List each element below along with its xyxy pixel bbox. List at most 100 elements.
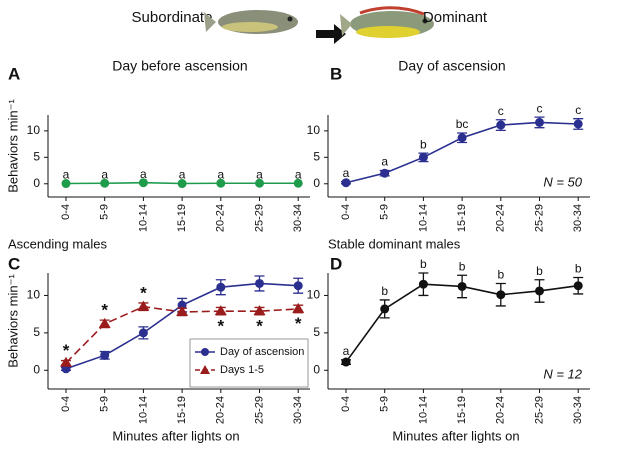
significance-letter: b [459, 259, 466, 273]
significance-letter: c [537, 101, 543, 115]
data-point [176, 305, 189, 316]
data-point [216, 282, 226, 292]
legend-box [189, 338, 309, 388]
x-tick-label: 5-9 [379, 204, 391, 220]
y-tick-label: 5 [313, 325, 320, 339]
data-point [457, 133, 467, 143]
significance-letter: a [381, 155, 388, 169]
x-tick-label: 0-4 [60, 204, 72, 220]
data-point [380, 304, 390, 314]
legend-label: Day of ascension [220, 346, 304, 358]
x-tick-label: 5-9 [379, 396, 391, 412]
data-point [98, 317, 111, 328]
legend-swatch [201, 348, 209, 356]
data-point [177, 300, 187, 310]
x-tick-label: 20-24 [215, 396, 227, 424]
panel-letter: A [8, 64, 20, 83]
x-axis-label: Minutes after lights on [392, 428, 519, 443]
x-tick-label: 10-14 [417, 204, 429, 232]
panel-title: Day before ascension [112, 58, 247, 74]
data-point [60, 356, 72, 367]
x-tick-label: 30-34 [572, 204, 584, 232]
data-point [457, 281, 467, 291]
data-point [380, 168, 390, 178]
significance-letter: a [343, 344, 350, 358]
dominant-label: Dominant [423, 9, 488, 26]
x-tick-label: 0-4 [340, 204, 352, 220]
significance-star: * [256, 316, 263, 335]
x-tick-label: 20-24 [215, 204, 227, 232]
significance-letter: b [575, 262, 582, 276]
x-tick-label: 25-29 [253, 204, 265, 232]
fish-subordinate [204, 10, 298, 34]
y-tick-label: 0 [33, 362, 40, 376]
y-tick-label: 0 [33, 176, 40, 190]
y-tick-label: 10 [307, 123, 321, 137]
y-tick-label: 0 [313, 176, 320, 190]
y-tick-label: 10 [27, 123, 41, 137]
data-point [418, 279, 428, 289]
significance-letter: a [343, 166, 350, 180]
sample-size: N = 50 [543, 174, 582, 189]
sample-size: N = 12 [543, 366, 582, 381]
significance-letter: b [381, 284, 388, 298]
subordinate-label: Subordinate [132, 9, 213, 26]
significance-letter: a [256, 167, 263, 181]
significance-letter: b [536, 264, 543, 278]
data-point [137, 300, 150, 311]
significance-star: * [101, 301, 108, 320]
significance-letter: a [295, 167, 302, 181]
y-tick-label: 10 [307, 288, 321, 302]
y-tick-label: 10 [27, 288, 41, 302]
significance-letter: a [63, 168, 70, 182]
data-point [100, 350, 110, 360]
significance-letter: a [179, 168, 186, 182]
y-tick-label: 0 [313, 362, 320, 376]
data-point [255, 178, 264, 188]
x-tick-label: 10-14 [137, 204, 149, 232]
significance-letter: b [497, 268, 504, 282]
data-point [177, 179, 187, 189]
x-tick-label: 5-9 [99, 204, 111, 220]
y-axis-label: Behaviors min⁻¹ [5, 274, 20, 368]
significance-star: * [140, 283, 147, 302]
fish-dominant [340, 6, 434, 38]
data-point [138, 328, 148, 338]
data-point [573, 281, 583, 291]
x-tick-label: 25-29 [533, 396, 545, 424]
data-point [496, 290, 506, 300]
x-tick-label: 5-9 [99, 396, 111, 412]
data-point [292, 302, 305, 313]
x-tick-label: 25-29 [253, 396, 265, 424]
data-point [496, 120, 506, 130]
panel-title: Day of ascension [398, 58, 505, 74]
x-tick-label: 30-34 [292, 204, 304, 232]
x-axis-label: Stable dominant males [328, 236, 461, 251]
data-point [293, 281, 303, 291]
panel-letter: D [330, 254, 342, 273]
significance-letter: c [575, 103, 581, 117]
x-tick-label: 10-14 [137, 396, 149, 424]
significance-star: * [217, 316, 224, 335]
significance-star: * [63, 341, 70, 360]
x-tick-label: 20-24 [495, 204, 507, 232]
data-point [61, 179, 71, 189]
arrow [316, 24, 346, 44]
data-point [341, 178, 351, 188]
significance-letter: a [140, 167, 147, 181]
data-point [216, 178, 226, 188]
x-tick-label: 15-19 [456, 396, 468, 424]
x-tick-label: 30-34 [292, 396, 304, 424]
significance-letter: a [217, 167, 224, 181]
significance-letter: c [498, 104, 504, 118]
data-point [255, 278, 264, 288]
x-tick-label: 0-4 [60, 396, 72, 412]
y-tick-label: 5 [313, 149, 320, 163]
x-tick-label: 0-4 [340, 396, 352, 412]
x-tick-label: 20-24 [495, 396, 507, 424]
y-tick-label: 5 [33, 325, 40, 339]
x-tick-label: 15-19 [176, 204, 188, 232]
data-point [535, 286, 544, 296]
x-axis-label: Ascending males [8, 236, 107, 251]
data-point [214, 305, 227, 316]
